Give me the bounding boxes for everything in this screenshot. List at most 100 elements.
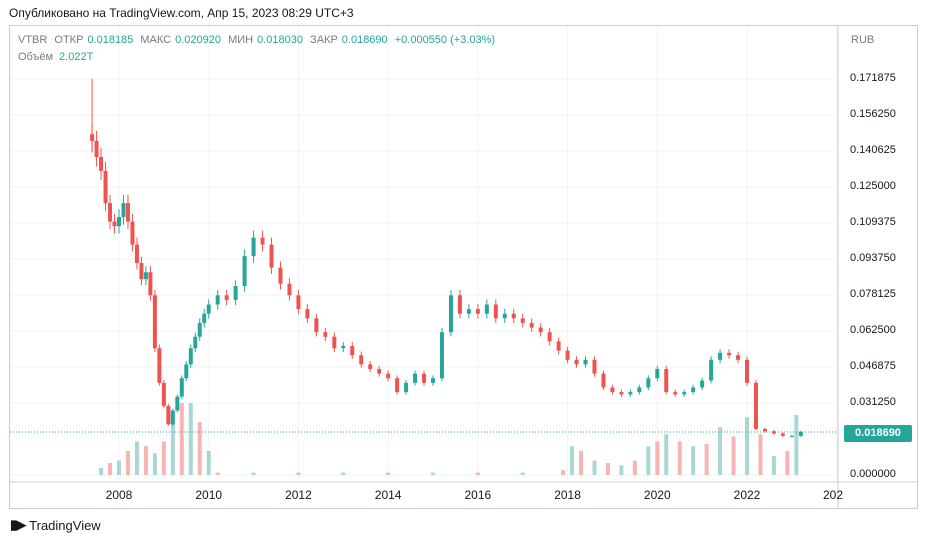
volume-bar	[341, 472, 346, 475]
volume-bar	[99, 467, 104, 475]
candle-body	[565, 350, 570, 360]
volume-value: 2.022T	[59, 51, 94, 63]
volume-bar	[632, 460, 637, 475]
candle-body	[112, 221, 117, 227]
volume-label: Объём	[18, 51, 54, 63]
candle-body	[202, 313, 207, 323]
y-tick-label: 0.031250	[850, 396, 896, 408]
candle-body	[359, 355, 364, 365]
ohlc-legend: VTBR ОТКР 0.018185 МАКС 0.020920 МИН 0.0180…	[18, 34, 499, 46]
y-tick-label: 0.093750	[850, 252, 896, 264]
volume-bar	[655, 441, 660, 475]
low-value: 0.018030	[257, 34, 303, 46]
candle-body	[233, 286, 238, 300]
candle-body	[193, 336, 198, 349]
volume-bar	[677, 441, 682, 475]
volume-bar	[296, 472, 301, 475]
candle-body	[753, 382, 758, 429]
candle-body	[278, 267, 283, 284]
candle-body	[439, 332, 444, 379]
y-tick-label: 0.109375	[850, 216, 896, 228]
volume-bar	[125, 451, 130, 475]
y-tick-label: 0.046875	[850, 360, 896, 372]
volume-legend: Объём 2.022T	[18, 51, 93, 63]
candle-body	[727, 352, 732, 356]
candle-body	[583, 359, 588, 365]
candle-body	[475, 309, 480, 314]
candle-body	[601, 373, 606, 388]
candle-body	[404, 382, 409, 393]
candle-body	[296, 295, 301, 310]
low-label: МИН	[228, 34, 254, 46]
candle-body	[789, 435, 794, 437]
x-tick-label: 2008	[105, 488, 133, 502]
high-value: 0.020920	[175, 34, 222, 46]
candle-body	[780, 433, 785, 436]
volume-bar	[718, 427, 723, 475]
open-value: 0.018185	[87, 34, 134, 46]
candle-body	[188, 348, 193, 365]
candle-body	[377, 369, 382, 374]
candle-body	[538, 327, 543, 333]
candle-body	[350, 345, 355, 356]
volume-bar	[206, 451, 211, 475]
volume-bar	[579, 451, 584, 475]
candle-body	[395, 378, 400, 393]
candle-body	[646, 378, 651, 388]
volume-bar	[188, 403, 193, 475]
candle-body	[700, 380, 705, 388]
candle-body	[224, 295, 229, 300]
volume-bar	[386, 472, 391, 475]
x-tick-label: 2010	[195, 488, 223, 502]
candle-body	[332, 336, 337, 349]
candle-body	[148, 272, 153, 296]
candle-body	[798, 431, 803, 436]
candle-body	[260, 237, 265, 245]
candle-body	[413, 373, 418, 383]
volume-bar	[561, 470, 566, 475]
volume-bar	[520, 472, 525, 475]
candle-body	[502, 313, 507, 319]
tradingview-brand[interactable]: ▮▶ TradingView	[10, 517, 101, 533]
candle-body	[771, 431, 776, 434]
candle-body	[161, 382, 166, 406]
candle-body	[619, 392, 624, 395]
candle-body	[139, 263, 144, 280]
volume-bar	[731, 436, 736, 475]
volume-bar	[758, 434, 763, 475]
volume-bar	[475, 472, 480, 475]
chart-frame[interactable]	[9, 25, 918, 509]
candle-body	[152, 295, 157, 349]
candle-body	[736, 355, 741, 360]
candle-body	[448, 295, 453, 333]
x-tick-label: 2016	[464, 488, 492, 502]
volume-bar	[592, 460, 597, 475]
candle-body	[709, 359, 714, 381]
x-tick-label: 2020	[643, 488, 671, 502]
volume-bar	[170, 412, 175, 475]
x-tick-label: 202	[822, 488, 844, 502]
brand-text: TradingView	[29, 517, 101, 533]
candle-body	[157, 348, 162, 383]
candle-body	[762, 428, 767, 432]
candle-body	[251, 237, 256, 257]
tradingview-logo-icon: ▮▶	[10, 517, 26, 532]
candle-body	[130, 221, 135, 245]
symbol-label: VTBR	[18, 34, 48, 46]
candle-body	[170, 410, 175, 425]
volume-bar	[691, 446, 696, 475]
candle-body	[108, 203, 113, 222]
candle-body	[520, 318, 525, 323]
candle-body	[682, 392, 687, 395]
candle-body	[745, 359, 749, 383]
published-caption: Опубликовано на TradingView.com, Апр 15,…	[9, 6, 354, 20]
volume-bar	[251, 472, 256, 475]
volume-bar	[771, 455, 776, 475]
candle-body	[493, 304, 498, 319]
volume-bar	[161, 441, 166, 475]
candle-body	[466, 309, 471, 314]
candle-body	[655, 369, 660, 379]
volume-bar	[646, 446, 651, 475]
candle-body	[610, 387, 615, 393]
